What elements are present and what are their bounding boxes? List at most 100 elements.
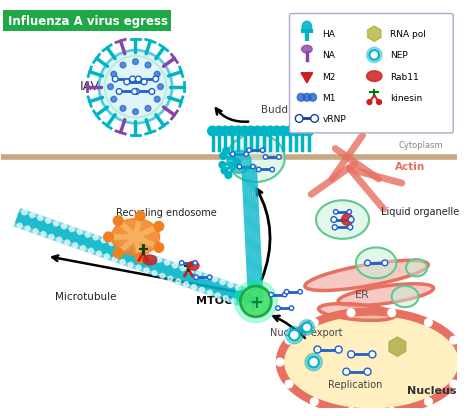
Ellipse shape [227,134,285,182]
Circle shape [223,147,229,154]
Ellipse shape [319,304,395,320]
Circle shape [331,217,337,223]
Circle shape [97,251,101,256]
Ellipse shape [338,284,434,305]
Circle shape [77,230,82,235]
Circle shape [158,84,164,89]
Circle shape [173,263,177,268]
Circle shape [231,299,236,303]
Circle shape [145,106,151,111]
Circle shape [278,126,288,136]
Circle shape [133,59,138,64]
Text: Budding: Budding [261,105,304,115]
Circle shape [244,288,249,293]
Circle shape [160,273,165,278]
Text: ER: ER [355,290,370,300]
Circle shape [113,248,123,258]
Circle shape [220,126,230,136]
Circle shape [120,260,125,264]
Circle shape [154,243,164,252]
Circle shape [149,89,155,94]
Text: Actin: Actin [395,161,426,171]
Circle shape [303,94,311,101]
Circle shape [156,258,162,262]
Circle shape [308,357,319,367]
Circle shape [244,152,248,156]
Circle shape [93,235,98,240]
Circle shape [270,167,274,172]
Circle shape [216,293,220,298]
Circle shape [46,218,50,223]
Circle shape [259,126,269,136]
Circle shape [152,271,157,275]
Circle shape [108,84,113,89]
Circle shape [305,353,322,371]
Circle shape [221,167,228,174]
Text: HA: HA [322,30,335,39]
Ellipse shape [406,259,427,276]
Circle shape [291,126,301,136]
Circle shape [214,126,224,136]
Circle shape [388,408,396,415]
Circle shape [132,89,137,94]
Circle shape [347,351,355,358]
Text: Rab11: Rab11 [390,72,419,82]
Circle shape [310,398,318,406]
Text: MTOC: MTOC [195,296,232,307]
Circle shape [247,304,252,309]
Circle shape [141,252,146,257]
Circle shape [125,246,130,251]
Circle shape [164,260,169,265]
Circle shape [347,408,355,415]
Circle shape [81,245,85,250]
Circle shape [367,100,372,104]
Circle shape [30,213,35,218]
Circle shape [228,150,251,173]
Text: Microtubule: Microtubule [55,292,116,302]
Circle shape [309,94,317,101]
Circle shape [130,76,136,82]
Circle shape [252,291,256,296]
Text: M2: M2 [322,72,336,82]
Text: NA: NA [322,51,335,60]
Circle shape [180,261,184,265]
Circle shape [191,285,197,290]
Circle shape [184,282,189,287]
Circle shape [347,309,355,317]
Circle shape [133,249,137,254]
Circle shape [168,276,173,281]
Circle shape [136,253,145,262]
Circle shape [193,261,198,265]
Circle shape [181,266,185,271]
Circle shape [204,274,209,279]
Circle shape [335,346,342,353]
Circle shape [364,368,371,375]
Ellipse shape [111,218,160,255]
FancyBboxPatch shape [3,10,171,31]
Circle shape [230,152,235,156]
Circle shape [285,126,294,136]
Circle shape [120,62,126,68]
Circle shape [208,275,212,280]
Circle shape [136,265,141,270]
Circle shape [342,214,353,225]
Circle shape [134,89,139,94]
Circle shape [212,277,217,282]
Circle shape [388,309,396,317]
Circle shape [265,126,275,136]
Text: Nuclear export: Nuclear export [270,328,343,338]
Circle shape [144,268,149,272]
Circle shape [145,62,151,68]
Circle shape [289,330,300,340]
Circle shape [136,76,141,82]
Circle shape [117,244,122,248]
Circle shape [425,319,432,327]
Circle shape [62,224,66,229]
Circle shape [263,155,268,159]
Circle shape [246,126,256,136]
Circle shape [347,210,352,214]
Circle shape [223,296,228,301]
Circle shape [85,233,90,237]
Text: Replication: Replication [328,380,383,390]
Circle shape [366,47,382,63]
